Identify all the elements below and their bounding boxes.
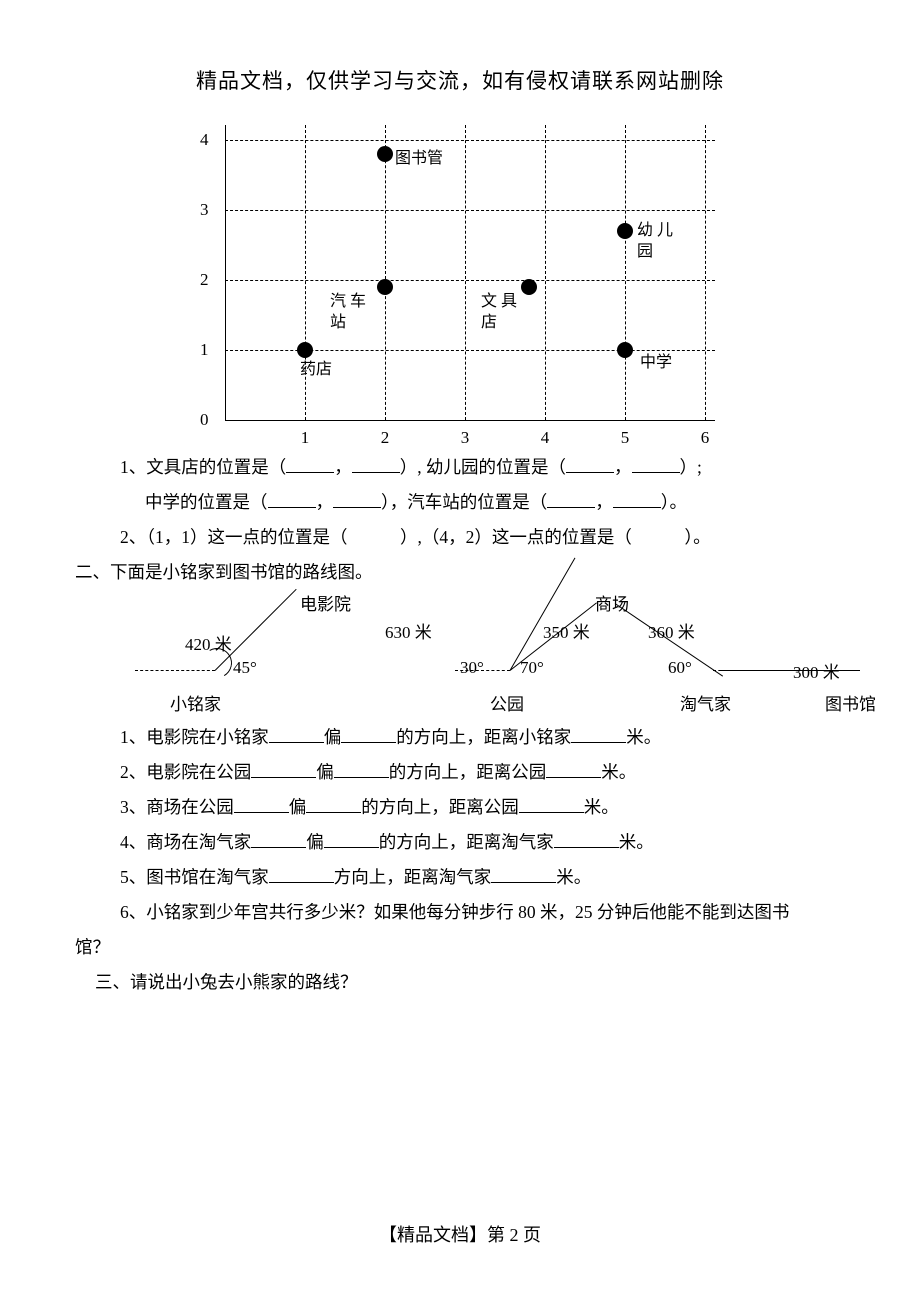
q2-3: 3、商场在公园偏的方向上，距离公园米。: [75, 790, 845, 825]
grid-h: [225, 280, 715, 281]
chart-point: [377, 279, 393, 295]
grid-h: [225, 210, 715, 211]
x-tick: 1: [301, 428, 310, 448]
grid-v: [385, 125, 386, 420]
chart-point: [617, 342, 633, 358]
section2-title: 二、下面是小铭家到图书馆的路线图。: [75, 555, 845, 590]
coordinate-chart: 01234123456图书管幼 儿 园汽 车 站文 具 店药店中学: [195, 125, 715, 435]
x-tick: 3: [461, 428, 470, 448]
chart-point-label: 幼 儿 园: [637, 221, 673, 263]
y-axis: [225, 125, 226, 420]
q2-5: 5、图书馆在淘气家方向上，距离淘气家米。: [75, 860, 845, 895]
line-taoqi-lib: [720, 670, 860, 671]
section3-title: 三、请说出小兔去小熊家的路线？: [75, 965, 845, 1000]
q2-2: 2、电影院在公园偏的方向上，距离公园米。: [75, 755, 845, 790]
a70-label: 70°: [520, 658, 544, 678]
chart-point: [521, 279, 537, 295]
a45-label: 45°: [233, 658, 257, 678]
y-tick: 1: [200, 340, 209, 360]
q2-1: 1、电影院在小铭家偏的方向上，距离小铭家米。: [75, 720, 845, 755]
mall-label: 商场: [595, 590, 629, 615]
y-tick: 4: [200, 130, 209, 150]
q2-4: 4、商场在淘气家偏的方向上，距离淘气家米。: [75, 825, 845, 860]
a30-label: 30°: [460, 658, 484, 678]
grid-v: [465, 125, 466, 420]
taoqi-label: 淘气家: [680, 690, 731, 715]
home-label: 小铭家: [170, 690, 221, 715]
y-tick: 3: [200, 200, 209, 220]
chart-point-label: 汽 车 站: [330, 292, 366, 334]
q1-line3: 2、（1，1）这一点的位置是（ ）,（4，2）这一点的位置是（ ）。: [75, 520, 845, 555]
x-tick: 2: [381, 428, 390, 448]
x-tick: 5: [621, 428, 630, 448]
route-diagram: 电影院 商场 420 米 630 米 350 米 360 米 300 米 45°…: [105, 590, 875, 720]
park-label: 公园: [490, 690, 524, 715]
page-header: 精品文档，仅供学习与交流，如有侵权请联系网站删除: [75, 65, 845, 95]
chart-point: [617, 223, 633, 239]
q2-6: 6、小铭家到少年宫共行多少米？如果他每分钟步行 80 米，25 分钟后他能不能到…: [75, 895, 845, 930]
chart-point-label: 图书管: [395, 149, 443, 170]
q1-line1: 1、文具店的位置是（，）, 幼儿园的位置是（，）;: [75, 450, 845, 485]
a60-label: 60°: [668, 658, 692, 678]
q2-6b: 馆？: [75, 930, 845, 965]
x-tick: 4: [541, 428, 550, 448]
cinema-label: 电影院: [300, 590, 351, 615]
y-tick: 0: [200, 410, 209, 430]
x-tick: 6: [701, 428, 710, 448]
library-label: 图书馆: [825, 690, 876, 715]
chart-point-label: 药店: [300, 360, 332, 381]
grid-v: [625, 125, 626, 420]
q1-line2: 中学的位置是（，），汽车站的位置是（，）。: [75, 485, 845, 520]
grid-v: [705, 125, 706, 420]
grid-h: [225, 140, 715, 141]
chart-point-label: 文 具 店: [481, 292, 517, 334]
y-tick: 2: [200, 270, 209, 290]
chart-point: [297, 342, 313, 358]
x-axis: [225, 420, 715, 421]
page-footer: 【精品文档】第 2 页: [0, 1221, 920, 1247]
chart-point-label: 中学: [640, 353, 672, 374]
d630-label: 630 米: [385, 618, 432, 643]
grid-v: [545, 125, 546, 420]
chart-point: [377, 146, 393, 162]
